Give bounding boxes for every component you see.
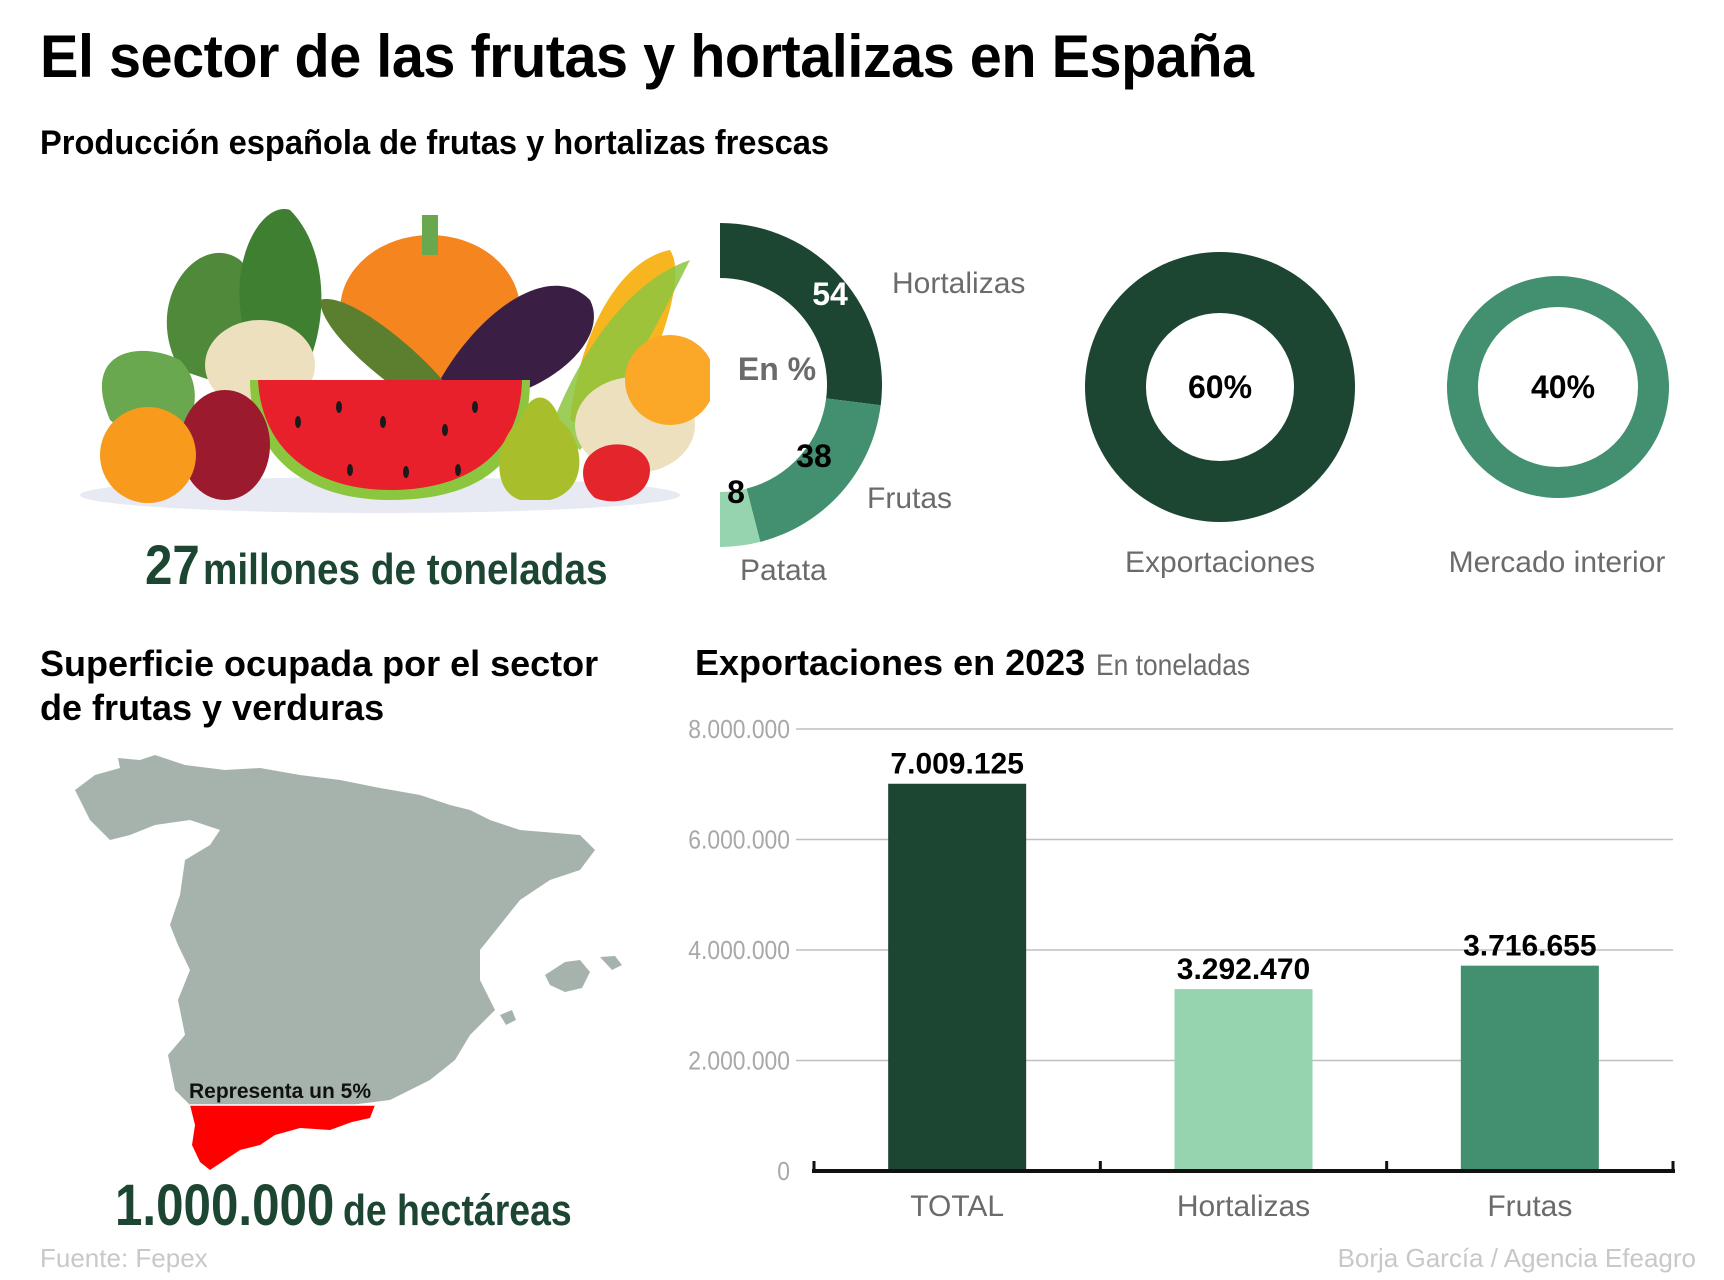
map-annotation: Representa un 5% xyxy=(189,1080,371,1103)
donut-mercado-interior-label: Mercado interior xyxy=(1449,546,1666,579)
y-tick-label: 2.000.000 xyxy=(688,1047,790,1076)
half-donut-slice-patata xyxy=(720,488,761,547)
half-donut-slice-hortalizas xyxy=(720,223,882,406)
map-title-line2: de frutas y verduras xyxy=(40,687,385,728)
map-section-title: Superficie ocupada por el sector de frut… xyxy=(40,642,598,730)
half-donut-legend-label: Hortalizas xyxy=(892,267,1025,300)
surface-total-unit: de hectáreas xyxy=(343,1186,572,1235)
watermelon-icon xyxy=(258,380,522,490)
menorca-island xyxy=(600,956,622,970)
half-donut-legend-label: Patata xyxy=(740,554,827,587)
half-donut-value-label: 54 xyxy=(812,276,848,312)
spain-mainland xyxy=(75,755,595,1115)
production-total-unit: millones de toneladas xyxy=(203,545,608,594)
y-tick-label: 0 xyxy=(777,1158,790,1187)
exports-bar-chart: 0 2.000.000 4.000.000 6.000.000 8.000.000 7.… xyxy=(688,716,1675,1223)
beet-icon xyxy=(180,390,270,500)
mallorca-island xyxy=(545,960,590,992)
y-tick-label: 6.000.000 xyxy=(688,826,790,855)
pumpkin-stem xyxy=(422,215,438,255)
strawberry-icon xyxy=(583,444,650,502)
donut-exportaciones-label: Exportaciones xyxy=(1125,546,1315,579)
orange-icon xyxy=(100,407,196,503)
page-title: El sector de las frutas y hortalizas en … xyxy=(40,23,1254,90)
production-total-number: 27 xyxy=(145,533,200,596)
donut-exportaciones-value: 60% xyxy=(1188,369,1252,405)
production-half-donut-chart: En % 54 38 8 Hortalizas Frutas Patata xyxy=(720,223,1025,587)
zucchini-icon xyxy=(320,299,450,405)
map-title-line1: Superficie ocupada por el sector xyxy=(40,643,599,684)
half-donut-center-label: En % xyxy=(738,351,816,387)
ibiza-island xyxy=(500,1010,516,1025)
bar-chart-header: Exportaciones en 2023 En toneladas xyxy=(695,642,1271,684)
author-credit: Borja García / Agencia Efeagro xyxy=(1337,1243,1696,1273)
destination-donut-charts: 60% 40% Exportaciones Mercado interior xyxy=(1085,252,1669,579)
fruits-and-vegetables-illustration xyxy=(80,209,710,513)
half-donut-legend-label: Frutas xyxy=(867,482,952,515)
source-note: Fuente: Fepex xyxy=(40,1243,208,1273)
bar-frutas xyxy=(1460,965,1599,1171)
spain-map: Representa un 5% xyxy=(75,755,622,1170)
production-total: 27millones de toneladas xyxy=(145,532,663,597)
surface-total: 1.000.000 de hectáreas xyxy=(115,1172,612,1239)
bar-value-label: 7.009.125 xyxy=(890,748,1023,781)
bar-hortalizas xyxy=(1174,989,1313,1171)
peach-icon xyxy=(625,335,710,425)
half-donut-slice-frutas xyxy=(746,398,881,542)
bar-value-label: 3.716.655 xyxy=(1463,930,1596,963)
bar-value-label: 3.292.470 xyxy=(1177,953,1310,986)
x-category-label: Frutas xyxy=(1487,1190,1572,1223)
bar-chart-title: Exportaciones en 2023 xyxy=(695,642,1086,683)
x-category-label: Hortalizas xyxy=(1177,1190,1310,1223)
bar-chart-subtitle: En toneladas xyxy=(1095,649,1250,682)
half-donut-value-label: 8 xyxy=(727,474,745,510)
andalusia-highlight-region xyxy=(190,1105,375,1170)
donut-exportaciones xyxy=(1085,252,1355,522)
pear-icon xyxy=(499,397,580,500)
y-tick-label: 4.000.000 xyxy=(688,937,790,966)
surface-total-number: 1.000.000 xyxy=(115,1173,335,1238)
eggplant-icon xyxy=(440,285,594,400)
x-category-label: TOTAL xyxy=(910,1190,1004,1223)
y-tick-label: 8.000.000 xyxy=(688,716,790,745)
donut-mercado-interior-value: 40% xyxy=(1531,369,1595,405)
half-donut-value-label: 38 xyxy=(796,438,832,474)
page-subtitle: Producción española de frutas y hortaliz… xyxy=(40,124,830,162)
watermelon-seeds xyxy=(295,401,478,478)
bar-total xyxy=(888,783,1027,1171)
